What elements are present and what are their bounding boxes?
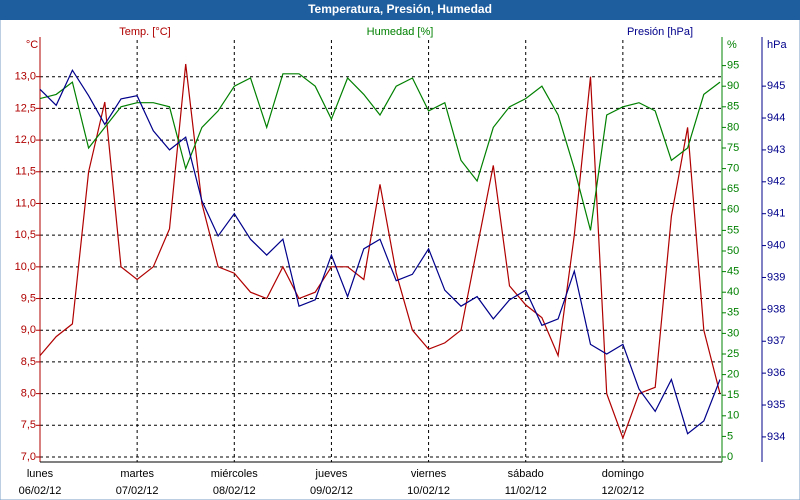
y-tick-label: 12,5 [15,102,36,114]
y2-tick-label: 90 [727,80,739,92]
x-tick-label: martes [120,468,154,480]
x-tick-date: 11/02/12 [505,485,547,497]
y2-tick-label: 75 [727,142,739,154]
y2-tick-label: 30 [727,327,739,339]
legend-temp: Temp. [°C] [119,26,170,38]
y-tick-label: 12,0 [15,134,36,146]
y-tick-label: 11,0 [15,197,36,209]
title-bar [0,0,800,20]
y2-tick-label: 35 [727,307,739,319]
y-tick-label: 10,5 [15,229,36,241]
y2-unit: % [727,39,737,51]
y-tick-label: 8,0 [21,388,36,400]
y2-tick-label: 80 [727,121,739,133]
y3-tick-label: 934 [767,431,785,443]
legend-humidity: Humedad [%] [367,26,434,38]
y2-tick-label: 25 [727,348,739,360]
y2-tick-label: 50 [727,245,739,257]
x-tick-label: viernes [411,468,447,480]
y3-tick-label: 940 [767,239,785,251]
y2-tick-label: 10 [727,410,739,422]
y3-tick-label: 944 [767,112,785,124]
y2-tick-label: 5 [727,430,733,442]
y2-tick-label: 95 [727,60,739,72]
series-line [39,63,721,440]
y2-tick-label: 40 [727,286,739,298]
series-line [39,68,721,435]
x-tick-date: 08/02/12 [213,485,256,497]
y3-tick-label: 942 [767,176,785,188]
y-tick-label: 11,5 [15,166,36,178]
y-tick-label: 9,0 [21,324,36,336]
y-tick-label: 9,5 [21,292,36,304]
y-tick-label: 7,5 [21,419,36,431]
x-tick-date: 10/02/12 [407,485,450,497]
legend-pressure: Presión [hPa] [627,26,693,38]
y2-tick-label: 70 [727,163,739,175]
y-tick-label: 10,0 [15,261,36,273]
x-tick-label: sábado [508,468,544,480]
y-tick-label: 13,0 [15,71,36,83]
x-tick-label: lunes [27,468,54,480]
y2-tick-label: 85 [727,101,739,113]
x-tick-date: 12/02/12 [601,485,644,497]
y2-tick-label: 15 [727,389,739,401]
y2-tick-label: 20 [727,369,739,381]
y3-tick-label: 943 [767,144,785,156]
y3-tick-label: 939 [767,271,785,283]
series-line [39,73,721,231]
y2-tick-label: 60 [727,204,739,216]
y-tick-label: 7,0 [21,451,36,463]
y3-tick-label: 935 [767,399,785,411]
chart-title: Temperatura, Presión, Humedad [308,2,492,16]
x-tick-label: jueves [315,468,348,480]
y-tick-label: 8,5 [21,356,36,368]
y2-tick-label: 0 [727,451,733,463]
y3-tick-label: 941 [767,208,785,220]
y2-tick-label: 45 [727,266,739,278]
y3-tick-label: 938 [767,303,785,315]
x-tick-date: 06/02/12 [19,485,62,497]
x-tick-label: domingo [602,468,644,480]
x-tick-label: miércoles [211,468,259,480]
y2-tick-label: 65 [727,183,739,195]
x-tick-date: 07/02/12 [116,485,159,497]
y2-tick-label: 55 [727,224,739,236]
y3-tick-label: 937 [767,335,785,347]
y3-tick-label: 945 [767,80,785,92]
y3-tick-label: 936 [767,367,785,379]
y3-unit: hPa [767,39,787,51]
x-tick-date: 09/02/12 [310,485,353,497]
y-unit: °C [26,39,38,51]
